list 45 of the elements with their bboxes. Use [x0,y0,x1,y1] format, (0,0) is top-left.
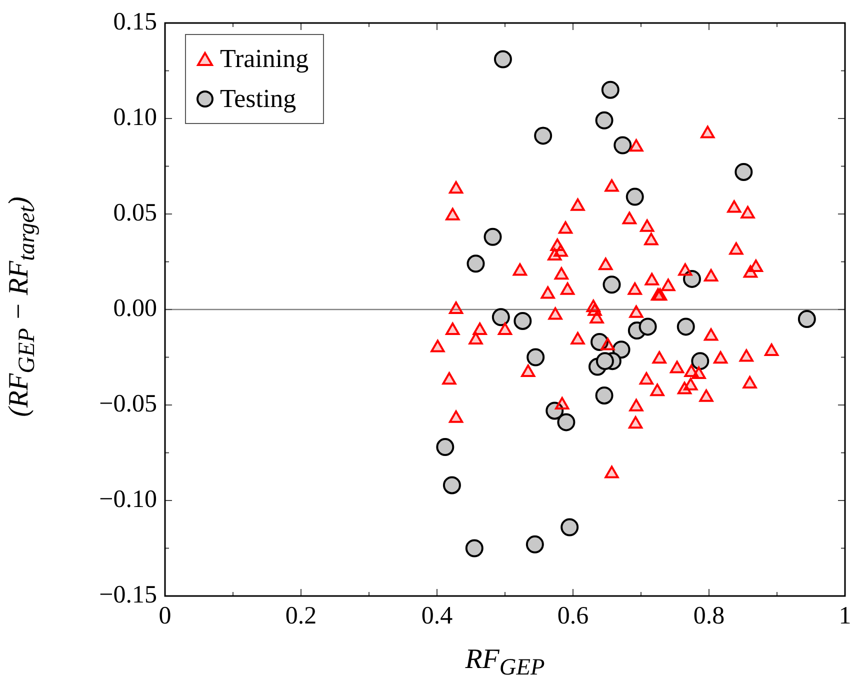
point [602,276,621,294]
y-tick-label: 0.00 [113,295,157,322]
point [546,402,564,420]
x-axis-title: RF$_{GEP}$ [464,644,546,682]
point [626,188,644,206]
y-tick-label: −0.10 [99,486,157,514]
point [465,539,484,558]
x-tick-label: 0 [158,602,172,630]
point [638,318,657,336]
point [534,126,552,145]
x-tick-label: 1 [838,602,852,630]
x-tick-label: 0.8 [693,602,725,630]
point [595,386,614,404]
point [798,310,816,328]
point [590,332,609,351]
x-tick-label: 0.6 [557,602,589,630]
x-tick-label: 0.2 [285,602,317,630]
point [494,50,512,68]
point [614,136,632,154]
point [442,476,461,494]
legend-label: Testing [220,83,296,115]
point [557,413,576,432]
point [601,80,620,99]
point [466,254,485,273]
y-tick-label: 0.05 [113,200,157,227]
y-tick-label: 0.15 [113,8,157,36]
point [683,270,701,288]
point [514,312,532,330]
y-tick-label: −0.15 [99,582,157,609]
point [596,352,614,370]
point [612,340,630,359]
point [484,228,502,246]
point [560,518,579,536]
point [492,308,510,326]
legend-label: Training [220,43,309,75]
point [595,111,614,130]
y-tick-label: 0.10 [113,104,157,132]
point [436,438,454,456]
x-tick-label: 0.4 [421,602,454,630]
y-tick-label: −0.05 [99,390,157,418]
point [526,535,544,554]
point [526,348,545,366]
point [734,162,753,181]
point [676,318,695,336]
point [691,352,710,370]
